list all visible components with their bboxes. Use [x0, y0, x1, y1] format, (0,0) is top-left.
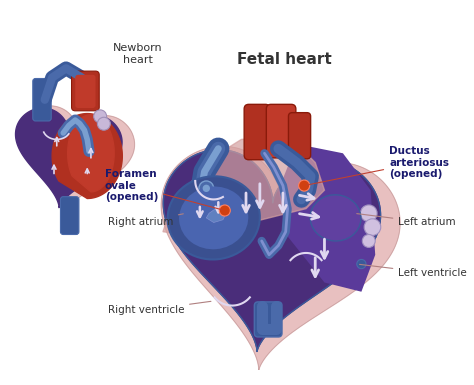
Text: Fetal heart: Fetal heart — [237, 52, 331, 67]
FancyBboxPatch shape — [61, 197, 79, 234]
Ellipse shape — [310, 195, 361, 241]
FancyBboxPatch shape — [255, 302, 282, 337]
Polygon shape — [164, 150, 381, 352]
Text: Newborn
heart: Newborn heart — [113, 42, 163, 65]
FancyBboxPatch shape — [244, 104, 270, 160]
Circle shape — [199, 181, 214, 196]
Circle shape — [94, 110, 107, 123]
Text: Foramen
ovale
(opened): Foramen ovale (opened) — [105, 169, 222, 210]
Polygon shape — [161, 146, 400, 370]
Polygon shape — [68, 115, 114, 192]
Circle shape — [202, 185, 210, 192]
Polygon shape — [163, 137, 325, 236]
Circle shape — [299, 180, 310, 191]
FancyBboxPatch shape — [75, 75, 96, 108]
Circle shape — [364, 219, 381, 235]
Circle shape — [357, 259, 366, 269]
Text: Left ventricle: Left ventricle — [359, 264, 467, 278]
Text: Left atrium: Left atrium — [357, 214, 456, 228]
Circle shape — [362, 234, 375, 248]
Polygon shape — [206, 207, 228, 223]
Text: Ductus
arteriosus
(opened): Ductus arteriosus (opened) — [307, 146, 449, 185]
Text: Right ventricle: Right ventricle — [108, 301, 211, 315]
Circle shape — [219, 205, 230, 216]
FancyBboxPatch shape — [33, 79, 51, 121]
Polygon shape — [278, 144, 375, 292]
Ellipse shape — [179, 186, 248, 249]
FancyBboxPatch shape — [72, 71, 99, 111]
Circle shape — [97, 117, 110, 130]
FancyBboxPatch shape — [289, 113, 310, 159]
Polygon shape — [52, 114, 122, 199]
Polygon shape — [21, 106, 135, 213]
Text: Right atrium: Right atrium — [108, 214, 183, 228]
FancyBboxPatch shape — [266, 104, 296, 158]
Ellipse shape — [168, 176, 260, 259]
Polygon shape — [16, 108, 122, 208]
Circle shape — [360, 205, 377, 222]
